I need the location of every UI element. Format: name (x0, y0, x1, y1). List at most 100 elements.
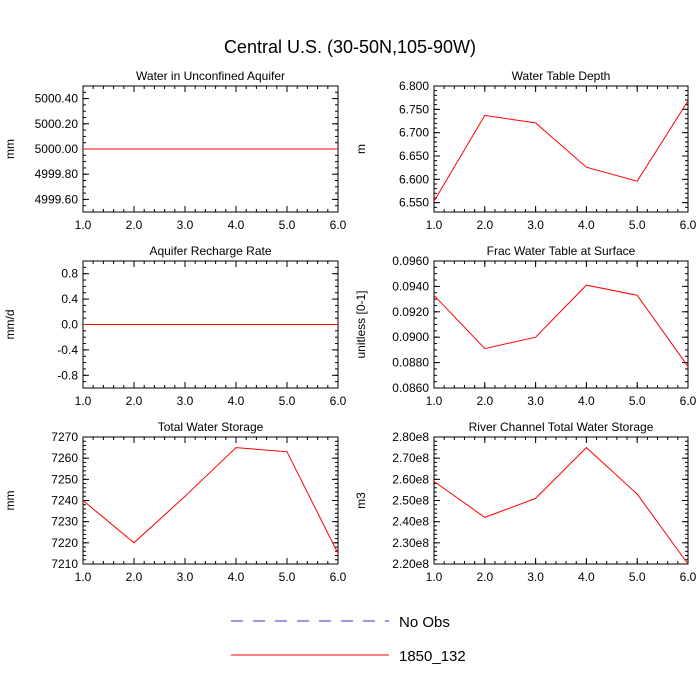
y-tick-label: 0.0900 (392, 330, 429, 344)
x-tick-label: 4.0 (228, 570, 245, 584)
y-tick-label: 0.0940 (392, 279, 429, 293)
y-tick-label: 2.50e8 (392, 494, 429, 508)
x-tick-label: 3.0 (177, 394, 194, 408)
series-line-1850-132 (433, 284, 689, 367)
x-tick-label: 5.0 (629, 394, 646, 408)
x-tick-label: 6.0 (680, 394, 697, 408)
y-tick-label: 2.80e8 (392, 430, 429, 444)
y-tick-label: 0.4 (61, 292, 78, 306)
x-tick-label: 1.0 (75, 394, 92, 408)
y-tick-label: 5000.40 (35, 92, 79, 106)
panel-title: Water Table Depth (512, 69, 611, 83)
y-tick-label: 7260 (51, 451, 78, 465)
x-tick-label: 6.0 (330, 394, 347, 408)
y-tick-label: 2.40e8 (392, 515, 429, 529)
y-tick-label: 0.0920 (392, 305, 429, 319)
x-tick-label: 4.0 (578, 394, 595, 408)
panel-title: Total Water Storage (158, 420, 264, 434)
x-tick-label: 1.0 (75, 218, 92, 232)
y-tick-label: 7230 (51, 515, 78, 529)
x-tick-label: 4.0 (578, 218, 595, 232)
y-tick-label: 0.0880 (392, 356, 429, 370)
panel-title: Frac Water Table at Surface (487, 244, 636, 258)
x-tick-label: 4.0 (228, 218, 245, 232)
panel-title: River Channel Total Water Storage (469, 420, 654, 434)
x-tick-label: 2.0 (126, 394, 143, 408)
y-tick-label: -0.8 (57, 368, 78, 382)
x-tick-label: 5.0 (629, 570, 646, 584)
x-tick-label: 3.0 (177, 218, 194, 232)
y-axis-label: m3 (354, 492, 368, 509)
y-axis-label: mm (3, 139, 17, 159)
y-tick-label: 5000.00 (35, 142, 79, 156)
y-tick-label: 0.0860 (392, 381, 429, 395)
y-tick-label: 7250 (51, 472, 78, 486)
panel-title: Aquifer Recharge Rate (149, 244, 271, 258)
plot-frame (433, 436, 689, 565)
series-line-1850-132 (82, 447, 339, 554)
panels: Water in Unconfined Aquifer 5000.40 5000.2… (3, 69, 697, 584)
y-axis-label: m (354, 144, 368, 154)
y-tick-label: 0.0960 (392, 254, 429, 268)
panel-6: River Channel Total Water Storage 2.80e8 2… (354, 420, 697, 584)
x-tick-label: 2.0 (126, 570, 143, 584)
series-line-1850-132 (433, 100, 689, 202)
panel-5: Total Water Storage 7270 7260 7250 7240 7230 7… (3, 420, 347, 584)
plot-frame (433, 260, 689, 389)
y-tick-label: 5000.20 (35, 117, 79, 131)
panel-1: Water in Unconfined Aquifer 5000.40 5000.2… (3, 69, 347, 232)
x-tick-label: 1.0 (75, 570, 92, 584)
x-tick-label: 6.0 (330, 218, 347, 232)
y-tick-label: 6.700 (399, 126, 429, 140)
panel-title: Water in Unconfined Aquifer (136, 69, 285, 83)
x-tick-label: 3.0 (177, 570, 194, 584)
x-tick-label: 4.0 (228, 394, 245, 408)
y-tick-label: 2.70e8 (392, 451, 429, 465)
y-tick-label: 4999.80 (35, 167, 79, 181)
y-axis-label: unitless [0-1] (354, 290, 368, 358)
y-tick-label: 2.30e8 (392, 536, 429, 550)
y-tick-label: 2.60e8 (392, 472, 429, 486)
figure-title: Central U.S. (30-50N,105-90W) (224, 37, 476, 57)
panel-3: Aquifer Recharge Rate 0.8 0.4 0.0 -0.4 -0.8 1.… (3, 244, 347, 408)
panel-4: Frac Water Table at Surface 0.0960 0.0940 0… (354, 244, 697, 408)
y-tick-label: -0.4 (57, 343, 78, 357)
legend-label: 1850_132 (399, 648, 466, 665)
x-tick-label: 2.0 (476, 570, 493, 584)
x-tick-label: 5.0 (279, 570, 296, 584)
y-tick-label: 7210 (51, 557, 78, 571)
legend-label: No Obs (399, 614, 450, 631)
x-tick-label: 5.0 (279, 218, 296, 232)
x-tick-label: 5.0 (279, 394, 296, 408)
x-tick-label: 5.0 (629, 218, 646, 232)
x-tick-label: 2.0 (126, 218, 143, 232)
x-tick-label: 3.0 (527, 570, 544, 584)
y-tick-label: 7240 (51, 494, 78, 508)
y-tick-label: 4999.60 (35, 192, 79, 206)
y-tick-label: 6.650 (399, 149, 429, 163)
y-axis-label: mm (3, 491, 17, 511)
y-tick-label: 2.20e8 (392, 557, 429, 571)
x-tick-label: 1.0 (426, 570, 443, 584)
y-tick-label: 7270 (51, 430, 78, 444)
x-tick-label: 1.0 (426, 218, 443, 232)
x-tick-label: 3.0 (527, 218, 544, 232)
x-tick-label: 6.0 (680, 218, 697, 232)
x-tick-label: 2.0 (476, 218, 493, 232)
y-tick-label: 6.750 (399, 102, 429, 116)
series-line-1850-132 (433, 446, 689, 565)
x-tick-label: 2.0 (476, 394, 493, 408)
x-tick-label: 4.0 (578, 570, 595, 584)
x-tick-label: 6.0 (330, 570, 347, 584)
legend: No Obs 1850_132 (231, 614, 466, 665)
plot-frame (433, 85, 689, 213)
y-axis-label: mm/d (3, 310, 17, 340)
x-tick-label: 6.0 (680, 570, 697, 584)
y-tick-label: 0.8 (61, 267, 78, 281)
y-tick-label: 7220 (51, 536, 78, 550)
y-tick-label: 6.600 (399, 172, 429, 186)
y-tick-label: 6.550 (399, 196, 429, 210)
x-tick-label: 3.0 (527, 394, 544, 408)
y-tick-label: 0.0 (61, 318, 78, 332)
